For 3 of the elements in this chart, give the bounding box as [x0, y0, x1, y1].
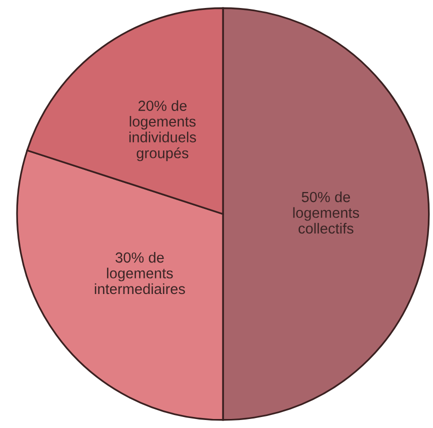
slice-label: 50% de logements collectifs	[293, 191, 360, 234]
slice-label: 30% de logements intermediaires	[94, 252, 185, 294]
slice-label: 20% de logements individuels groupés	[129, 100, 196, 162]
